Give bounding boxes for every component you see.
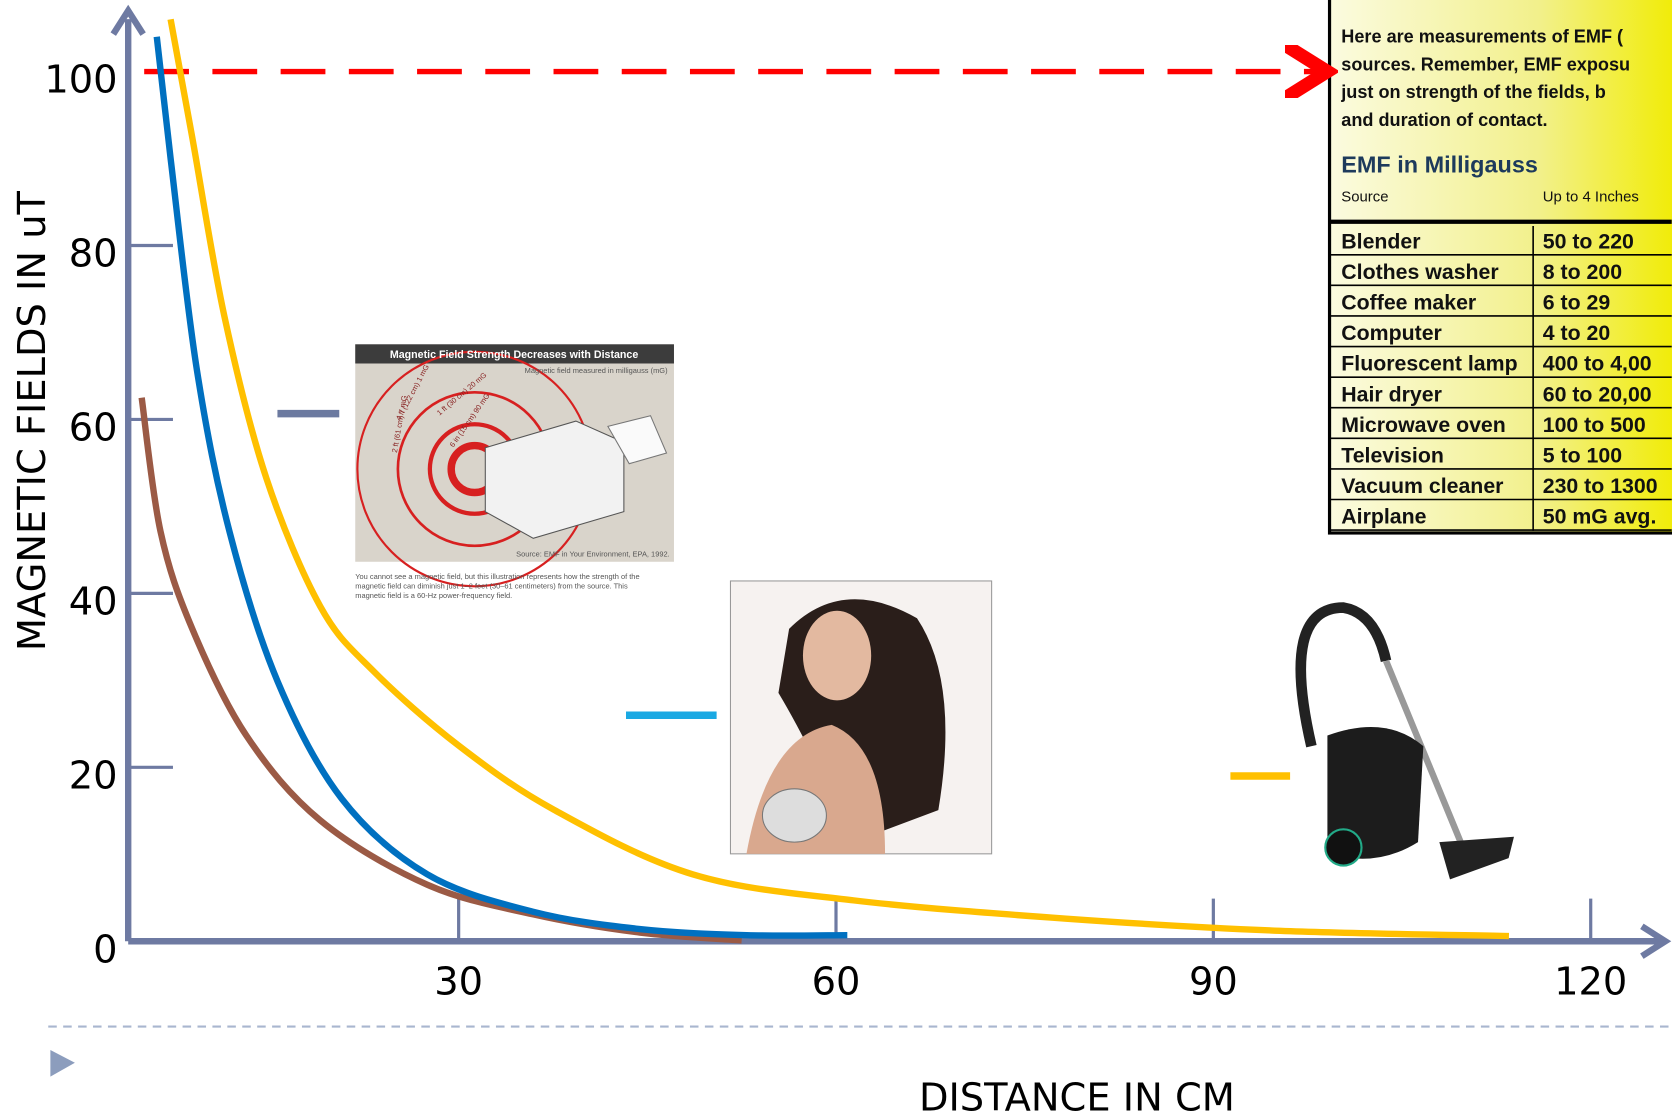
vacuum-cleaner	[1301, 608, 1514, 880]
table-intro: and duration of contact.	[1341, 110, 1547, 130]
table-intro: just on strength of the fields, b	[1340, 82, 1606, 102]
table-cell: 50 mG avg.	[1543, 505, 1657, 529]
emf-table: Here are measurements of EMF ( sources. R…	[1330, 0, 1672, 533]
table-cell: 60 to 20,00	[1543, 382, 1652, 406]
y-tick-label: 20	[69, 753, 118, 798]
table-cell: 6 to 29	[1543, 291, 1611, 315]
y-tick-label: 40	[69, 580, 118, 625]
table-header: Source	[1341, 188, 1388, 205]
slide: Here are measurements of EMF ( sources. R…	[0, 0, 1672, 1115]
y-tick-label: 60	[69, 406, 118, 451]
face	[803, 611, 871, 701]
photo-hair-dryer	[730, 581, 991, 854]
illustration-caption: magnetic field is a 60-Hz power-frequenc…	[355, 591, 512, 600]
y-tick-label: 80	[69, 232, 118, 277]
illustration-source: Source: EMF in Your Environment, EPA, 19…	[516, 549, 670, 558]
bullet	[50, 1050, 75, 1077]
page: Here are measurements of EMF ( sources. R…	[0, 0, 1672, 1115]
table-cell: Blender	[1341, 229, 1420, 253]
table-cell: Airplane	[1341, 505, 1426, 529]
x-tick-label: 120	[1554, 960, 1627, 1005]
dryer	[762, 789, 826, 842]
table-cell: Clothes washer	[1341, 260, 1498, 284]
table-cell: Computer	[1341, 321, 1442, 345]
table-intro: Here are measurements of EMF (	[1341, 27, 1624, 47]
nozzle	[1439, 837, 1514, 880]
x-tick-label: 30	[434, 960, 483, 1005]
illustration-caption: magnetic field can diminish just 1–2 fee…	[355, 581, 628, 590]
x-tick-label: 60	[812, 960, 861, 1005]
table-cell: Microwave oven	[1341, 413, 1506, 437]
table-cell: Coffee maker	[1341, 291, 1476, 315]
table-title: EMF in Milligauss	[1341, 152, 1538, 178]
table-cell: 8 to 200	[1543, 260, 1622, 284]
table-cell: Fluorescent lamp	[1341, 352, 1517, 376]
table-cell: 400 to 4,00	[1543, 352, 1652, 376]
y-tick-label: 0	[93, 927, 117, 972]
table-cell: 50 to 220	[1543, 229, 1634, 253]
y-tick-label: 100	[44, 58, 117, 103]
table-cell: 100 to 500	[1543, 413, 1646, 437]
table-cell: 230 to 1300	[1543, 474, 1658, 498]
table-cell: Television	[1341, 444, 1444, 468]
x-axis-title: DISTANCE IN CM	[919, 1076, 1235, 1115]
table-header: Up to 4 Inches	[1543, 188, 1639, 205]
table-cell: 5 to 100	[1543, 444, 1622, 468]
y-axis-title: MAGNETIC FIELDS IN uT	[10, 190, 55, 651]
table-cell: Hair dryer	[1341, 382, 1442, 406]
table-cell: 4 to 20	[1543, 321, 1610, 345]
hose	[1301, 608, 1386, 747]
x-tick-label: 90	[1189, 960, 1238, 1005]
illustration-title: Magnetic Field Strength Decreases with D…	[390, 349, 638, 361]
wheel	[1325, 829, 1361, 865]
table-intro: sources. Remember, EMF exposu	[1341, 54, 1630, 74]
illustration-caption: You cannot see a magnetic field, but thi…	[355, 572, 639, 581]
illustration-note: Magnetic field measured in milligauss (m…	[525, 366, 668, 375]
table-cell: Vacuum cleaner	[1341, 474, 1503, 498]
